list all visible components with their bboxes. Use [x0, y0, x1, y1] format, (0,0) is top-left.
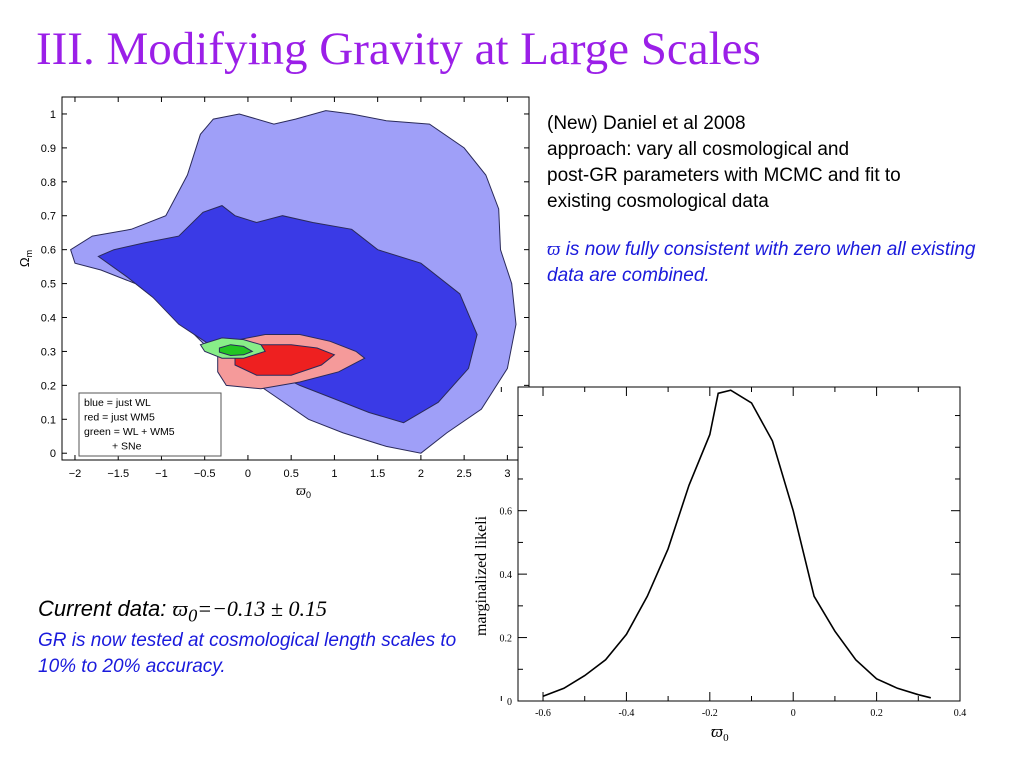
highlight-statement: ϖ is now fully consistent with zero when…: [547, 237, 987, 289]
x-tick-label: 0: [245, 468, 251, 480]
x-tick-label: 0.2: [870, 708, 883, 719]
y-tick-label: 0: [50, 448, 56, 460]
likelihood-chart: -0.6 -0.4 -0.2 0 0.2 0.4 0 0.2 0.4 0.6 marginali…: [473, 386, 967, 744]
y-tick-label: 0.1: [41, 414, 56, 426]
y-tick-label: 0.8: [41, 177, 56, 189]
y-axis-label: Ωm: [17, 250, 34, 267]
y-tick-label: 0.4: [500, 570, 513, 581]
x-tick-label: -0.2: [702, 708, 718, 719]
x-axis-label-symbol: ϖ: [296, 484, 306, 499]
x-axis-label-subscript: 0: [723, 732, 729, 744]
x-tick-label: 0.4: [954, 708, 967, 719]
x-tick-label: -0.6: [535, 708, 551, 719]
x-axis-label: ϖ0: [296, 484, 311, 500]
legend-entry: blue = just WL: [84, 397, 151, 409]
y-axis-label-symbol: Ω: [17, 257, 32, 267]
y-axis-label: marginalized likeli: [473, 515, 490, 636]
x-axis-label: ϖ0: [711, 722, 729, 744]
result-block: Current data: ϖ0=−0.13 ± 0.15 GR is now …: [38, 596, 468, 680]
highlight-text: is now fully consistent with zero when a…: [547, 239, 976, 286]
likelihood-curve: [542, 389, 931, 699]
y-tick-label: 0.7: [41, 211, 56, 223]
omega-symbol: ϖ: [172, 596, 189, 621]
y-tick-label: 0.6: [41, 245, 56, 257]
y-tick-label: 0.2: [500, 634, 513, 645]
x-axis-label-symbol: ϖ: [711, 722, 723, 741]
y-tick-label: 0.9: [41, 143, 56, 155]
x-tick-label: −0.5: [194, 468, 216, 480]
current-data-line: Current data: ϖ0=−0.13 ± 0.15: [38, 596, 468, 628]
y-axis-label-subscript: m: [24, 250, 34, 258]
chart-legend: blue = just WL red = just WM5 green = WL +…: [78, 392, 222, 457]
x-tick-label: 3: [504, 468, 510, 480]
legend-entry: + SNe: [112, 441, 142, 453]
y-tick-label: 0.6: [500, 507, 513, 518]
y-tick-label: 0.4: [41, 313, 56, 325]
y-tick-label: 0.5: [41, 279, 56, 291]
gr-test-statement: GR is now tested at cosmological length …: [38, 630, 457, 678]
contour-region: [218, 344, 254, 357]
omega-symbol: ϖ: [547, 239, 561, 260]
x-tick-label: −1.5: [107, 468, 129, 480]
x-tick-label: 1.5: [370, 468, 385, 480]
measurement-value: =−0.13 ± 0.15: [197, 596, 327, 621]
description-text: (New) Daniel et al 2008 approach: vary a…: [547, 111, 987, 289]
x-tick-label: 2: [418, 468, 424, 480]
omega-subscript: 0: [188, 605, 198, 626]
contour-chart: −2 −1.5 −1 −0.5 0 0.5 1 1.5 2 2.5 3 0 0.1 0.2 0.3 0.4 0…: [17, 96, 530, 500]
current-data-label: Current data:: [38, 596, 173, 621]
y-tick-label: 0.3: [41, 346, 56, 358]
x-tick-label: -0.4: [618, 708, 634, 719]
description-line: (New) Daniel et al 2008: [547, 113, 746, 134]
legend-entry: red = just WM5: [84, 412, 155, 424]
y-tick-label: 1: [50, 109, 56, 121]
x-tick-label: 0: [791, 708, 796, 719]
x-tick-label: −1: [155, 468, 168, 480]
y-tick-label: 0.2: [41, 380, 56, 392]
x-tick-label: 1: [331, 468, 337, 480]
description-line: approach: vary all cosmological and: [547, 139, 850, 160]
x-tick-label: −2: [69, 468, 82, 480]
legend-entry: green = WL + WM5: [84, 426, 175, 438]
x-axis-label-subscript: 0: [306, 490, 311, 500]
x-tick-label: 2.5: [456, 468, 471, 480]
description-line: post-GR parameters with MCMC and fit to: [547, 165, 901, 186]
slide-title: III. Modifying Gravity at Large Scales: [36, 23, 761, 75]
y-tick-label: 0: [507, 697, 512, 708]
description-line: existing cosmological data: [547, 191, 769, 212]
x-tick-label: 0.5: [284, 468, 299, 480]
